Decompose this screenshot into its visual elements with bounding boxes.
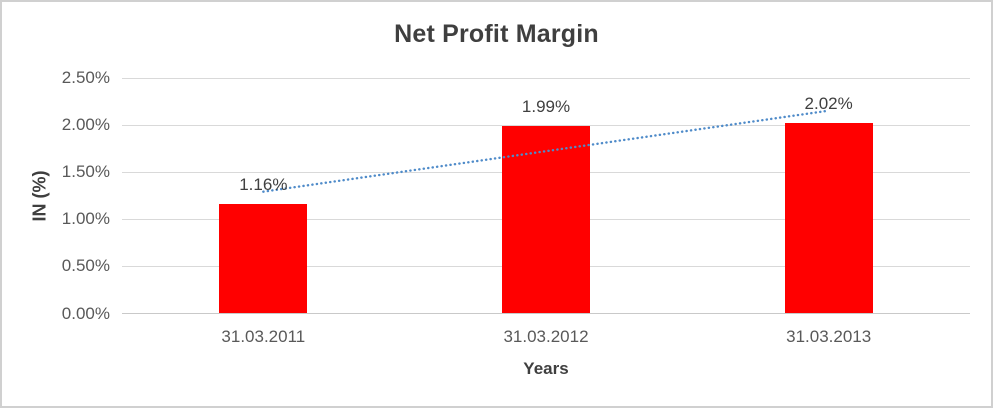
data-label-2013: 2.02% [804,93,853,113]
y-tick-label-0-00: 0.00% [61,303,110,323]
x-tick-label-2011: 31.03.2011 [221,327,306,346]
bar-31-03-2011 [219,204,308,314]
y-tick-label-1-00: 1.00% [61,209,110,229]
bar-31-03-2013 [784,123,873,314]
y-tick-label-2-00: 2.00% [61,115,110,135]
data-label-2011: 1.16% [239,174,288,194]
data-label-2012: 1.99% [521,96,571,116]
y-tick-label-2-50: 2.50% [61,68,110,87]
bar-31-03-2012 [502,126,590,314]
x-axis-line [122,313,970,314]
x-tick-label-2013: 31.03.2013 [786,327,872,346]
x-tick-label-2012: 31.03.2012 [503,327,589,346]
chart-title: Net Profit Margin [394,20,599,48]
x-axis-title: Years [523,359,569,378]
y-tick-label-1-50: 1.50% [61,162,110,182]
gridline-2-50 [122,77,970,79]
y-tick-label-0-50: 0.50% [61,256,110,276]
